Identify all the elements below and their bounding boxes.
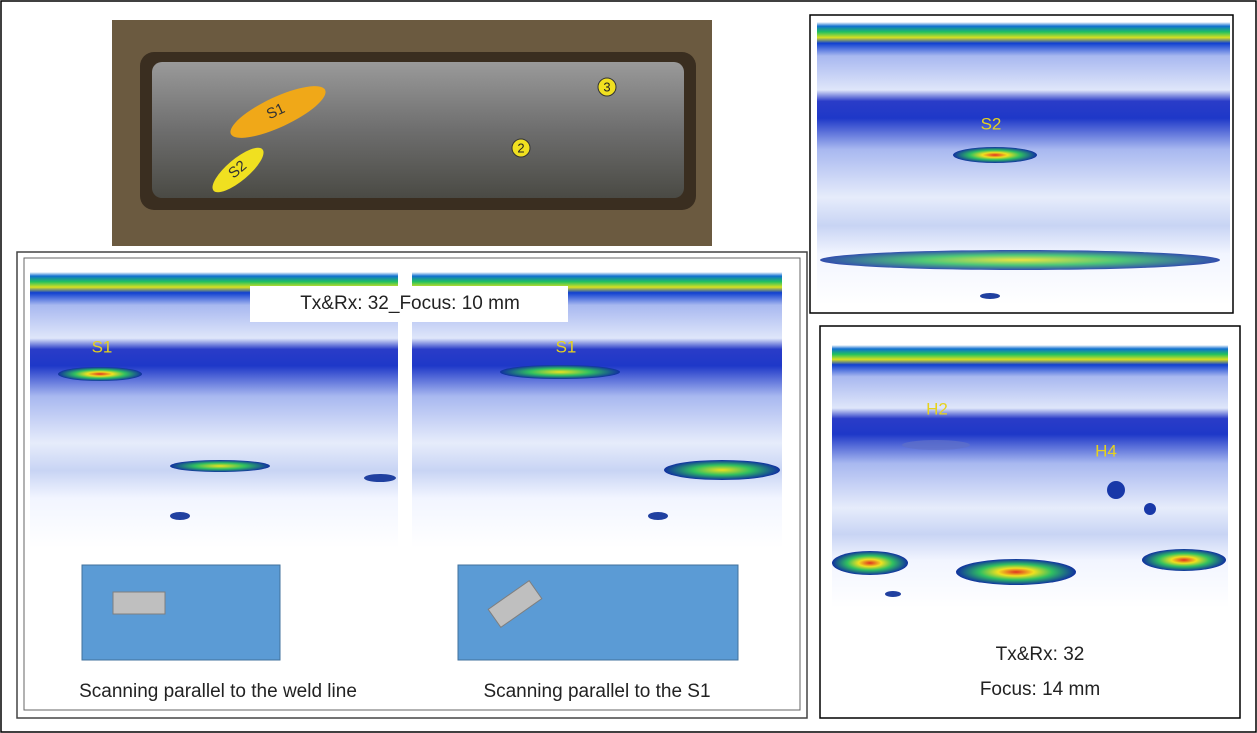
indication <box>980 293 1000 299</box>
indication <box>170 512 190 520</box>
indication <box>1142 549 1226 571</box>
figure: S1 S2 3 2 Tx&Rx: 32_Focus: 10 mm S1 S1 S… <box>0 0 1257 733</box>
caption: Scanning parallel to the S1 <box>483 681 710 702</box>
scan-label: S1 <box>92 337 113 356</box>
bottom-right-panel: H2 H4 Tx&Rx: 32 Focus: 14 mm <box>820 326 1240 718</box>
plate-sketch <box>82 565 280 660</box>
indication <box>1107 481 1125 499</box>
indication <box>885 591 901 597</box>
indication <box>902 440 970 450</box>
indication <box>500 365 620 379</box>
marker-label: 3 <box>603 79 610 94</box>
setting-text: Tx&Rx: 32 <box>996 644 1085 665</box>
indication <box>820 250 1220 270</box>
indication <box>648 512 668 520</box>
scan-label: H4 <box>1095 441 1117 460</box>
weld-photo: S1 S2 3 2 <box>112 20 712 246</box>
scan-label: S2 <box>981 114 1002 133</box>
probe-sketch <box>113 592 165 614</box>
caption: Scanning parallel to the weld line <box>79 681 357 702</box>
indication <box>664 460 780 480</box>
indication <box>58 367 142 381</box>
indication <box>170 460 270 472</box>
left-panel: Tx&Rx: 32_Focus: 10 mm S1 S1 Scanning pa… <box>17 252 807 718</box>
setting-text: Tx&Rx: 32_Focus: 10 mm <box>300 293 520 314</box>
scan-label: S1 <box>556 337 577 356</box>
indication <box>832 551 908 575</box>
indication <box>1144 503 1156 515</box>
top-right-panel: S2 <box>810 15 1233 313</box>
setting-text: Focus: 14 mm <box>980 679 1100 700</box>
marker-label: 2 <box>517 140 524 155</box>
indication <box>364 474 396 482</box>
indication <box>956 559 1076 585</box>
indication <box>953 147 1037 163</box>
scan-label: H2 <box>926 399 948 418</box>
